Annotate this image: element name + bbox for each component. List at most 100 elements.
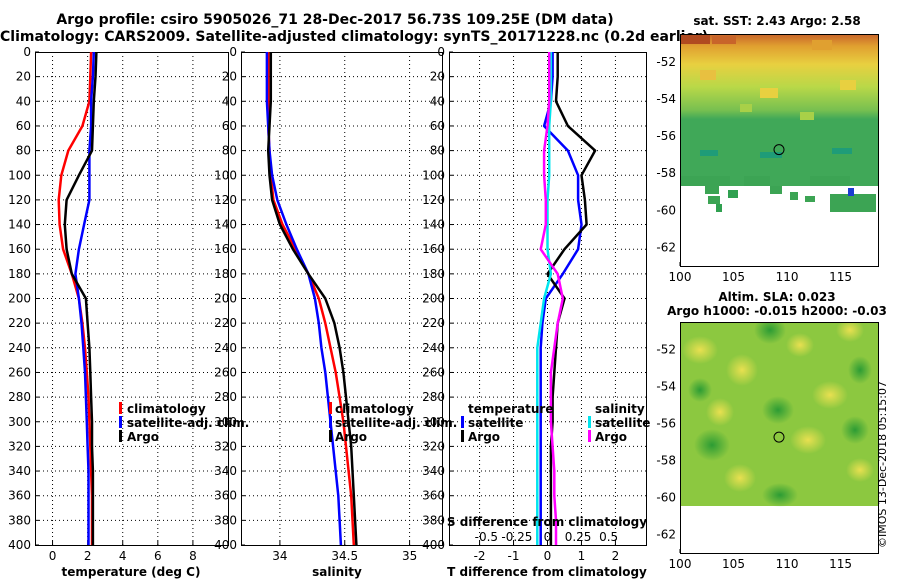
temperature-y-tick-label: 80 bbox=[16, 144, 31, 158]
salinity-series-argo bbox=[266, 52, 358, 545]
salinity-y-tick-label: 140 bbox=[214, 218, 237, 232]
temperature-y-tick-label: 380 bbox=[8, 513, 31, 527]
s-difference-tick-label: -0.25 bbox=[501, 530, 532, 544]
temperature-y-tick-label: 360 bbox=[8, 489, 31, 503]
temperature-y-tick-label: 240 bbox=[8, 341, 31, 355]
temperature-legend: climatology satellite-adj. clim. Argo bbox=[119, 402, 249, 444]
difference-y-tick-label: 300 bbox=[422, 415, 445, 429]
difference-x-tick-label: -2 bbox=[474, 549, 486, 563]
salinity-y-tick-label: 220 bbox=[214, 316, 237, 330]
difference-x-tick-label: 2 bbox=[612, 549, 620, 563]
salinity-y-tick-label: 40 bbox=[222, 94, 237, 108]
salinity-y-tick-label: 80 bbox=[222, 144, 237, 158]
difference-y-tick-label: 160 bbox=[422, 242, 445, 256]
difference-y-tick-label: 380 bbox=[422, 513, 445, 527]
salinity-y-tick-label: 260 bbox=[214, 365, 237, 379]
legend-label-argo: Argo bbox=[335, 430, 367, 444]
legend-label-s-argo: Argo bbox=[595, 430, 627, 444]
difference-y-tick-label: 260 bbox=[422, 365, 445, 379]
temperature-y-tick-label: 60 bbox=[16, 119, 31, 133]
sla-lat-tick-label: -60 bbox=[656, 491, 676, 505]
temperature-x-tick-label: 8 bbox=[189, 549, 197, 563]
sst-map-title: sat. SST: 2.43 Argo: 2.58 bbox=[693, 14, 860, 28]
difference-x-tick-label: 1 bbox=[578, 549, 586, 563]
salinity-y-tick-label: 280 bbox=[214, 390, 237, 404]
difference-y-tick-label: 100 bbox=[422, 168, 445, 182]
difference-xlabel: T difference from climatology bbox=[447, 565, 647, 579]
legend-swatch-satellite bbox=[119, 416, 122, 428]
legend-header-temperature: temperature bbox=[468, 402, 553, 416]
s-difference-tick-label: 0 bbox=[544, 530, 552, 544]
temperature-y-tick-label: 400 bbox=[8, 538, 31, 552]
temperature-x-tick-label: 0 bbox=[49, 549, 57, 563]
sla-map-frame bbox=[680, 322, 879, 554]
legend-swatch-argo bbox=[329, 430, 332, 442]
legend-header-salinity: salinity bbox=[595, 402, 645, 416]
difference-y-tick-label: 60 bbox=[430, 119, 445, 133]
difference-y-tick-label: 180 bbox=[422, 267, 445, 281]
sst-lat-tick-label: -54 bbox=[656, 92, 676, 106]
temperature-y-tick-label: 320 bbox=[8, 439, 31, 453]
temperature-x-tick-label: 6 bbox=[154, 549, 162, 563]
sst-profile-location-marker bbox=[773, 144, 785, 156]
s-difference-tick-label: 0.25 bbox=[565, 530, 592, 544]
sst-lon-tick-label: 110 bbox=[776, 270, 799, 284]
sla-map-title: Altim. SLA: 0.023 bbox=[718, 290, 835, 304]
difference-series-salinity-argo bbox=[539, 52, 565, 545]
sst-lon-tick-label: 115 bbox=[829, 270, 852, 284]
difference-y-tick-label: 400 bbox=[422, 538, 445, 552]
sst-map bbox=[680, 34, 878, 266]
temperature-y-tick-label: 180 bbox=[8, 267, 31, 281]
sst-lat-tick-label: -52 bbox=[656, 55, 676, 69]
salinity-x-tick-label: 34.5 bbox=[331, 549, 358, 563]
legend-label-t-argo: Argo bbox=[468, 430, 500, 444]
temperature-y-tick-label: 300 bbox=[8, 415, 31, 429]
difference-y-tick-label: 220 bbox=[422, 316, 445, 330]
temperature-y-tick-label: 340 bbox=[8, 464, 31, 478]
salinity-y-tick-label: 320 bbox=[214, 439, 237, 453]
sla-lat-tick-label: -52 bbox=[656, 343, 676, 357]
sst-lat-tick-label: -58 bbox=[656, 166, 676, 180]
figure-title-line2: Climatology: CARS2009. Satellite-adjuste… bbox=[0, 29, 709, 45]
difference-y-tick-label: 360 bbox=[422, 489, 445, 503]
sla-map bbox=[680, 322, 878, 553]
sla-lon-tick-label: 110 bbox=[776, 557, 799, 571]
salinity-y-tick-label: 380 bbox=[214, 513, 237, 527]
legend-label-climatology: climatology bbox=[127, 402, 206, 416]
sla-lon-tick-label: 100 bbox=[669, 557, 692, 571]
legend-swatch-climatology bbox=[329, 402, 332, 414]
difference-y-tick-label: 280 bbox=[422, 390, 445, 404]
temperature-y-tick-label: 160 bbox=[8, 242, 31, 256]
sst-lat-tick-label: -62 bbox=[656, 240, 676, 254]
sst-lat-tick-label: -56 bbox=[656, 129, 676, 143]
difference-y-tick-label: 20 bbox=[430, 70, 445, 84]
sst-lon-tick-label: 105 bbox=[722, 270, 745, 284]
salinity-y-tick-label: 300 bbox=[214, 415, 237, 429]
salinity-y-tick-label: 360 bbox=[214, 489, 237, 503]
salinity-y-tick-label: 180 bbox=[214, 267, 237, 281]
temperature-series-argo bbox=[63, 52, 98, 545]
salinity-y-tick-label: 60 bbox=[222, 119, 237, 133]
difference-legend: temperature satellite Argo salinity sate… bbox=[461, 402, 650, 444]
legend-swatch-argo bbox=[119, 430, 122, 442]
salinity-x-tick-label: 34 bbox=[272, 549, 287, 563]
difference-y-tick-label: 80 bbox=[430, 144, 445, 158]
difference-y-tick-label: 40 bbox=[430, 94, 445, 108]
temperature-y-tick-label: 260 bbox=[8, 365, 31, 379]
salinity-y-tick-label: 100 bbox=[214, 168, 237, 182]
sla-lon-tick-label: 105 bbox=[722, 557, 745, 571]
difference-series-temperature-argo bbox=[546, 52, 597, 545]
difference-y-tick-label: 0 bbox=[437, 45, 445, 59]
legend-swatch-t-satellite bbox=[461, 416, 464, 428]
legend-swatch-climatology bbox=[119, 402, 122, 414]
salinity-y-tick-label: 120 bbox=[214, 193, 237, 207]
temperature-y-tick-label: 140 bbox=[8, 218, 31, 232]
difference-y-tick-label: 320 bbox=[422, 439, 445, 453]
difference-y-tick-label: 240 bbox=[422, 341, 445, 355]
salinity-y-tick-label: 240 bbox=[214, 341, 237, 355]
temperature-x-tick-label: 4 bbox=[119, 549, 127, 563]
sst-map-frame bbox=[680, 34, 879, 267]
legend-swatch-s-argo bbox=[588, 430, 591, 442]
legend-label-satellite: satellite-adj. clim. bbox=[335, 416, 457, 430]
legend-label-satellite: satellite-adj. clim. bbox=[127, 416, 249, 430]
